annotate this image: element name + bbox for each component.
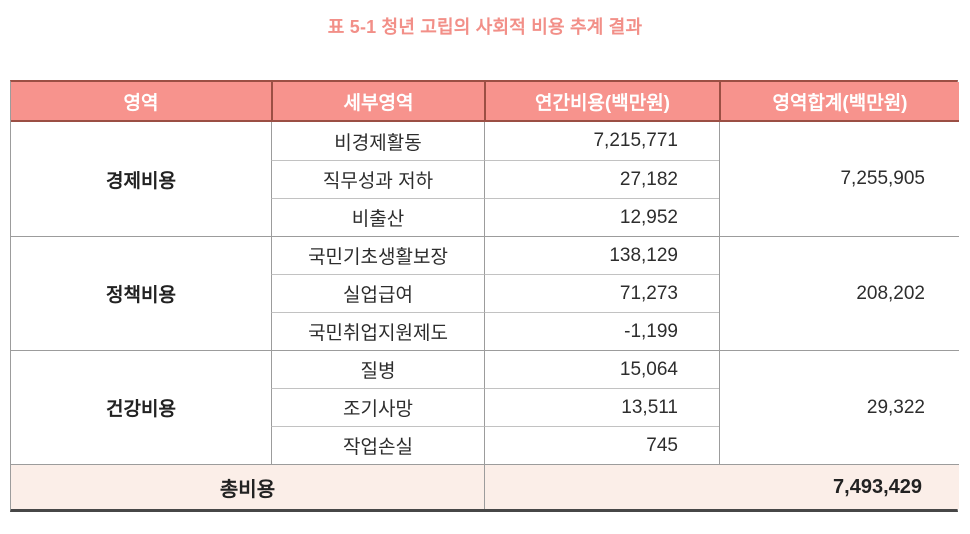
header-row: 영역 세부영역 연간비용(백만원) 영역합계(백만원): [11, 82, 959, 122]
header-cell-annual-cost: 연간비용(백만원): [484, 82, 719, 122]
cost-table: 영역 세부영역 연간비용(백만원) 영역합계(백만원) 경제비용 비경제활동 7…: [11, 82, 959, 509]
sub-row: 실업급여 71,273: [11, 274, 959, 312]
table-title: 표 5-1 청년 고립의 사회적 비용 추계 결과: [327, 17, 643, 37]
detail-cell: 작업손실: [271, 426, 484, 464]
detail-cell: 비경제활동: [271, 122, 484, 160]
annual-cost-cell: 7,215,771: [484, 122, 719, 160]
detail-cell: 비출산: [271, 198, 484, 236]
group-row-economic: 경제비용 비경제활동 7,215,771 7,255,905: [11, 122, 959, 236]
annual-cost-cell: 12,952: [484, 198, 719, 236]
annual-cost-cell: 13,511: [484, 388, 719, 426]
area-cell: 경제비용: [11, 122, 271, 236]
total-label-cell: 총비용: [11, 464, 484, 509]
annual-cost-cell: -1,199: [484, 312, 719, 350]
header-cell-area: 영역: [11, 82, 271, 122]
total-row: 총비용 7,493,429: [11, 464, 959, 509]
area-total-cell: 208,202: [719, 236, 959, 350]
annual-cost-cell: 15,064: [484, 350, 719, 388]
annual-cost-cell: 745: [484, 426, 719, 464]
annual-cost-cell: 71,273: [484, 274, 719, 312]
detail-cell: 직무성과 저하: [271, 160, 484, 198]
sub-row: 비출산 12,952: [11, 198, 959, 236]
sub-row: 조기사망 13,511: [11, 388, 959, 426]
sub-row: 국민취업지원제도 -1,199: [11, 312, 959, 350]
annual-cost-cell: 27,182: [484, 160, 719, 198]
group-row-health: 건강비용 질병 15,064 29,322: [11, 350, 959, 464]
cost-table-wrapper: 영역 세부영역 연간비용(백만원) 영역합계(백만원) 경제비용 비경제활동 7…: [10, 80, 959, 512]
group-row-policy: 정책비용 국민기초생활보장 138,129 208,202: [11, 236, 959, 350]
area-total-cell: 7,255,905: [719, 122, 959, 236]
total-value-cell: 7,493,429: [484, 464, 959, 509]
area-total-cell: 29,322: [719, 350, 959, 464]
detail-cell: 조기사망: [271, 388, 484, 426]
sub-row: 작업손실 745: [11, 426, 959, 464]
header-cell-area-total: 영역합계(백만원): [719, 82, 959, 122]
header-cell-detail: 세부영역: [271, 82, 484, 122]
annual-cost-cell: 138,129: [484, 236, 719, 274]
detail-cell: 질병: [271, 350, 484, 388]
sub-row: 직무성과 저하 27,182: [11, 160, 959, 198]
detail-cell: 실업급여: [271, 274, 484, 312]
detail-cell: 국민기초생활보장: [271, 236, 484, 274]
area-cell: 정책비용: [11, 236, 271, 350]
detail-cell: 국민취업지원제도: [271, 312, 484, 350]
area-cell: 건강비용: [11, 350, 271, 464]
